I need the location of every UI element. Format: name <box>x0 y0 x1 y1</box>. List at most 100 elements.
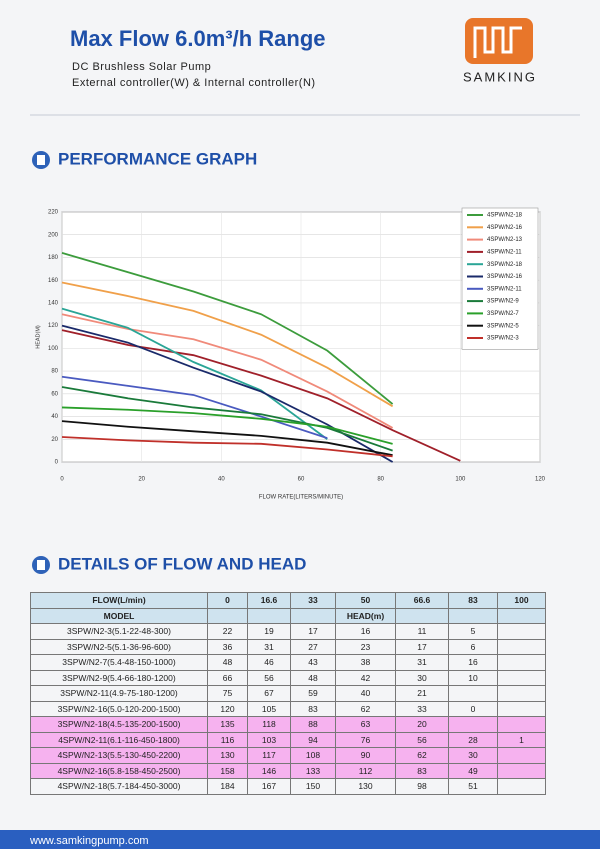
chart: 0 20 40 60 80 100 120 140 160 180 200 220 0 20 40 60 80 1… <box>35 207 546 501</box>
series-line <box>61 313 394 429</box>
table-cell: 94 <box>290 731 336 748</box>
table-cell: 90 <box>335 747 396 764</box>
table-cell: 83 <box>448 592 498 609</box>
footer-url: www.samkingpump.com <box>29 835 149 847</box>
table-cell: 51 <box>448 778 498 795</box>
table-cell: 133 <box>290 762 336 779</box>
table-cell <box>497 778 546 795</box>
section-icon <box>37 155 45 165</box>
table-row: 3SPW/N2-9(5.4-66-180-1200) 66 56 48 42 30 10 <box>30 669 546 686</box>
table-cell: 4SPW/N2-11(6.1-116-450-1800) <box>30 731 208 748</box>
table-cell: 27 <box>290 638 336 655</box>
table-cell <box>448 716 498 733</box>
legend-label: 3SPW/N2-7 <box>487 311 519 317</box>
legend-label: 4SPW/N2-18 <box>487 213 523 219</box>
table-cell: 146 <box>247 762 291 779</box>
table-cell: 3SPW/N2-3(5.1-22-48-300) <box>30 623 208 640</box>
series-line <box>61 329 461 462</box>
table-cell: 31 <box>247 638 291 655</box>
table-cell: 56 <box>247 669 291 686</box>
table-cell: 3SPW/N2-9(5.4-66-180-1200) <box>30 669 208 686</box>
y-tick-label: 60 <box>51 391 58 397</box>
table-cell: 3SPW/N2-11(4.9-75-180-1200) <box>30 685 208 702</box>
table-cell: 10 <box>448 669 498 686</box>
table-cell: 108 <box>290 747 336 764</box>
table-cell: 23 <box>335 638 396 655</box>
table-cell: 17 <box>290 623 336 640</box>
table-row: 3SPW/N2-7(5.4-48-150-1000) 48 46 43 38 31 16 <box>30 654 546 671</box>
table-row: MODEL HEAD(m) <box>30 607 546 624</box>
table-cell: 17 <box>395 638 449 655</box>
section-title: DETAILS OF FLOW AND HEAD <box>58 554 306 573</box>
table-cell <box>290 607 336 624</box>
table-cell <box>497 654 546 671</box>
y-tick-label: 20 <box>51 437 58 443</box>
table-cell: 28 <box>448 731 498 748</box>
table-cell: 3SPW/N2-7(5.4-48-150-1000) <box>30 654 208 671</box>
table-cell: 62 <box>335 700 396 717</box>
table-cell <box>497 685 546 702</box>
table-cell: 50 <box>335 592 396 609</box>
table-cell: 103 <box>247 731 291 748</box>
legend-label: 3SPW/N2-3 <box>487 336 519 342</box>
legend-label: 3SPW/N2-11 <box>487 286 522 292</box>
table-row: 3SPW/N2-5(5.1-36-96-600) 36 31 27 23 17 6 <box>30 638 546 655</box>
table-cell <box>247 607 291 624</box>
table-cell: 0 <box>448 700 498 717</box>
flow-head-table: FLOW(L/min) 0 16.6 33 50 66.6 83 100 MODEL HEAD(m… <box>30 592 546 795</box>
table-cell: 33 <box>290 592 336 609</box>
table-cell: 0 <box>207 592 248 609</box>
table-cell: 120 <box>207 700 248 717</box>
table-cell <box>497 669 546 686</box>
table-cell: 75 <box>207 685 248 702</box>
table-cell: 31 <box>395 654 449 671</box>
table-cell: 88 <box>290 716 336 733</box>
table-cell: 20 <box>395 716 449 733</box>
table-cell: 130 <box>207 747 248 764</box>
y-tick-label: 80 <box>51 369 58 375</box>
series-line <box>61 281 394 408</box>
table-row: 3SPW/N2-11(4.9-75-180-1200) 75 67 59 40 21 <box>30 685 546 702</box>
y-tick-label: 180 <box>48 255 59 261</box>
table-cell: 116 <box>207 731 248 748</box>
table-cell: 184 <box>207 778 248 795</box>
table-cell <box>497 762 546 779</box>
table-cell: 6 <box>448 638 498 655</box>
table-cell <box>497 716 546 733</box>
table-cell: 105 <box>247 700 291 717</box>
table-row: FLOW(L/min) 0 16.6 33 50 66.6 83 100 <box>30 592 546 609</box>
x-axis-label: FLOW RATE(LITERS/MINUTE) <box>259 495 343 501</box>
table-cell: 42 <box>335 669 396 686</box>
table-cell: 46 <box>247 654 291 671</box>
legend-label: 3SPW/N2-5 <box>487 323 519 329</box>
table-cell: 5 <box>448 623 498 640</box>
table-cell: 21 <box>395 685 449 702</box>
table-cell <box>207 607 248 624</box>
footer-band <box>0 830 600 849</box>
table-cell: 117 <box>247 747 291 764</box>
brand: SAMKING <box>463 69 537 84</box>
table-cell: 63 <box>335 716 396 733</box>
table-cell: 83 <box>395 762 449 779</box>
table-cell: MODEL <box>30 607 208 624</box>
table-cell: 11 <box>395 623 449 640</box>
table-cell: 158 <box>207 762 248 779</box>
table-cell: 150 <box>290 778 336 795</box>
x-tick-label: 120 <box>535 477 546 483</box>
table-cell: 19 <box>247 623 291 640</box>
table-cell: 16.6 <box>247 592 291 609</box>
legend-label: 4SPW/N2-13 <box>487 237 523 243</box>
table-cell: 118 <box>247 716 291 733</box>
table-cell <box>497 747 546 764</box>
table-cell: 1 <box>497 731 546 748</box>
table-cell: 100 <box>497 592 546 609</box>
table-cell: 4SPW/N2-13(5.5-130-450-2200) <box>30 747 208 764</box>
y-tick-label: 0 <box>55 460 59 466</box>
table-cell: 66.6 <box>395 592 449 609</box>
table-cell: 16 <box>448 654 498 671</box>
table-cell: 30 <box>448 747 498 764</box>
table-cell: 4SPW/N2-18(5.7-184-450-3000) <box>30 778 208 795</box>
table-cell: 76 <box>335 731 396 748</box>
table-cell: 33 <box>395 700 449 717</box>
